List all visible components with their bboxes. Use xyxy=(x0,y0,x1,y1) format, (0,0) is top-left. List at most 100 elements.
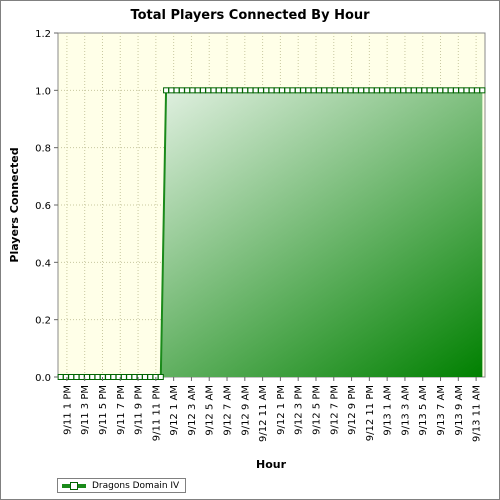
data-point xyxy=(437,87,444,94)
data-point xyxy=(263,87,270,94)
data-point xyxy=(358,87,365,94)
data-point xyxy=(231,87,238,94)
y-tick-label: 0.2 xyxy=(35,316,51,327)
data-point xyxy=(416,87,423,94)
data-point xyxy=(389,87,396,94)
x-tick-label: 9/12 3 AM xyxy=(187,385,198,436)
data-point xyxy=(400,87,407,94)
data-point xyxy=(221,87,228,94)
y-axis-title: Players Connected xyxy=(8,147,21,262)
data-point xyxy=(205,87,212,94)
data-point xyxy=(426,87,433,94)
data-point xyxy=(347,87,354,94)
data-point xyxy=(268,87,275,94)
data-point xyxy=(368,87,375,94)
data-point xyxy=(479,87,486,94)
data-point xyxy=(73,374,80,380)
data-point xyxy=(458,87,465,94)
data-point xyxy=(273,87,280,94)
x-tick-label: 9/12 5 AM xyxy=(205,385,216,436)
data-point xyxy=(257,87,264,94)
data-point xyxy=(226,87,233,94)
data-point xyxy=(421,87,428,94)
legend-swatch xyxy=(62,481,86,490)
data-point xyxy=(405,87,412,94)
x-tick-label: 9/11 3 PM xyxy=(80,385,91,435)
x-tick-label: 9/12 9 PM xyxy=(347,385,358,435)
data-point xyxy=(57,374,64,380)
data-point xyxy=(463,87,470,94)
data-point xyxy=(194,87,201,94)
x-axis-title: Hour xyxy=(256,458,287,471)
data-point xyxy=(189,87,196,94)
data-point xyxy=(126,374,133,380)
data-point xyxy=(379,87,386,94)
data-point xyxy=(315,87,322,94)
data-point xyxy=(289,87,296,94)
data-point xyxy=(83,374,90,380)
data-point xyxy=(141,374,148,380)
data-point xyxy=(352,87,359,94)
y-tick-label: 0.6 xyxy=(35,201,51,212)
x-tick-label: 9/13 11 AM xyxy=(472,385,483,442)
data-point xyxy=(78,374,85,380)
data-point xyxy=(184,87,191,94)
data-point xyxy=(62,374,69,380)
data-point xyxy=(363,87,370,94)
data-point xyxy=(342,87,349,94)
data-point xyxy=(373,87,380,94)
data-point xyxy=(68,374,75,380)
x-tick-label: 9/12 7 PM xyxy=(329,385,340,435)
series-markers xyxy=(57,87,486,380)
x-tick-label: 9/11 11 PM xyxy=(151,385,162,441)
data-point xyxy=(384,87,391,94)
data-point xyxy=(178,87,185,94)
data-point xyxy=(284,87,291,94)
data-point xyxy=(331,87,338,94)
data-point xyxy=(310,87,317,94)
data-point xyxy=(105,374,112,380)
x-tick-label: 9/12 3 PM xyxy=(294,385,305,435)
data-point xyxy=(468,87,475,94)
data-point xyxy=(94,374,101,380)
data-point xyxy=(294,87,301,94)
x-tick-label: 9/13 5 AM xyxy=(418,385,429,436)
data-point xyxy=(210,87,217,94)
data-point xyxy=(474,87,481,94)
data-point xyxy=(431,87,438,94)
data-point xyxy=(157,374,164,380)
data-point xyxy=(147,374,154,380)
y-tick-label: 0.0 xyxy=(35,373,51,384)
y-tick-label: 0.4 xyxy=(35,258,51,269)
x-tick-label: 9/12 11 AM xyxy=(258,385,269,442)
data-point xyxy=(453,87,460,94)
data-point xyxy=(410,87,417,94)
data-point xyxy=(173,87,180,94)
x-tick-label: 9/11 5 PM xyxy=(98,385,109,435)
data-point xyxy=(110,374,117,380)
y-tick-label: 0.8 xyxy=(35,144,51,155)
x-tick-label: 9/13 7 AM xyxy=(436,385,447,436)
series-area-fill xyxy=(60,90,483,377)
x-tick-label: 9/11 7 PM xyxy=(116,385,127,435)
x-tick-label: 9/13 3 AM xyxy=(400,385,411,436)
legend-label: Dragons Domain IV xyxy=(92,480,180,491)
data-point xyxy=(215,87,222,94)
data-point xyxy=(120,374,127,380)
x-tick-label: 9/12 1 AM xyxy=(169,385,180,436)
data-point xyxy=(337,87,344,94)
data-point xyxy=(300,87,307,94)
y-tick-label: 1.2 xyxy=(35,29,51,40)
chart-title: Total Players Connected By Hour xyxy=(130,8,370,23)
data-point xyxy=(395,87,402,94)
data-point xyxy=(279,87,286,94)
data-point xyxy=(326,87,333,94)
data-point xyxy=(131,374,138,380)
data-point xyxy=(168,87,175,94)
data-point xyxy=(442,87,449,94)
x-tick-label: 9/12 7 AM xyxy=(223,385,234,436)
y-axis-ticks: 0.0 0.2 0.4 0.6 0.8 1.0 1.2 xyxy=(35,29,58,384)
x-tick-label: 9/11 1 PM xyxy=(62,385,73,435)
data-point xyxy=(199,87,206,94)
